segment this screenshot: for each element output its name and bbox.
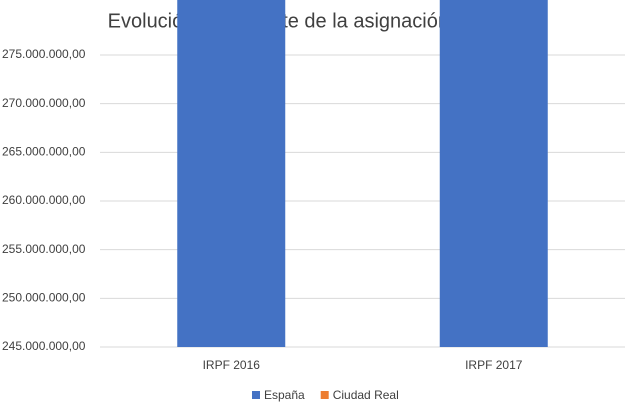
x-tick-label: IRPF 2016: [203, 358, 261, 372]
bar-segment: [177, 0, 286, 347]
bar-segment: [439, 0, 548, 347]
legend-label: España: [264, 388, 305, 402]
y-tick-label: 265.000.000,00: [2, 145, 86, 159]
legend-swatch: [320, 391, 329, 399]
y-tick-label: 275.000.000,00: [2, 47, 86, 61]
y-tick-label: 250.000.000,00: [2, 291, 86, 305]
y-tick-label: 270.000.000,00: [2, 96, 86, 110]
legend-label: Ciudad Real: [333, 388, 399, 402]
y-tick-label: 255.000.000,00: [2, 242, 86, 256]
y-tick-label: 245.000.000,00: [2, 339, 86, 353]
y-tick-label: 260.000.000,00: [2, 193, 86, 207]
x-tick-label: IRPF 2017: [465, 358, 523, 372]
legend-swatch: [252, 391, 260, 399]
